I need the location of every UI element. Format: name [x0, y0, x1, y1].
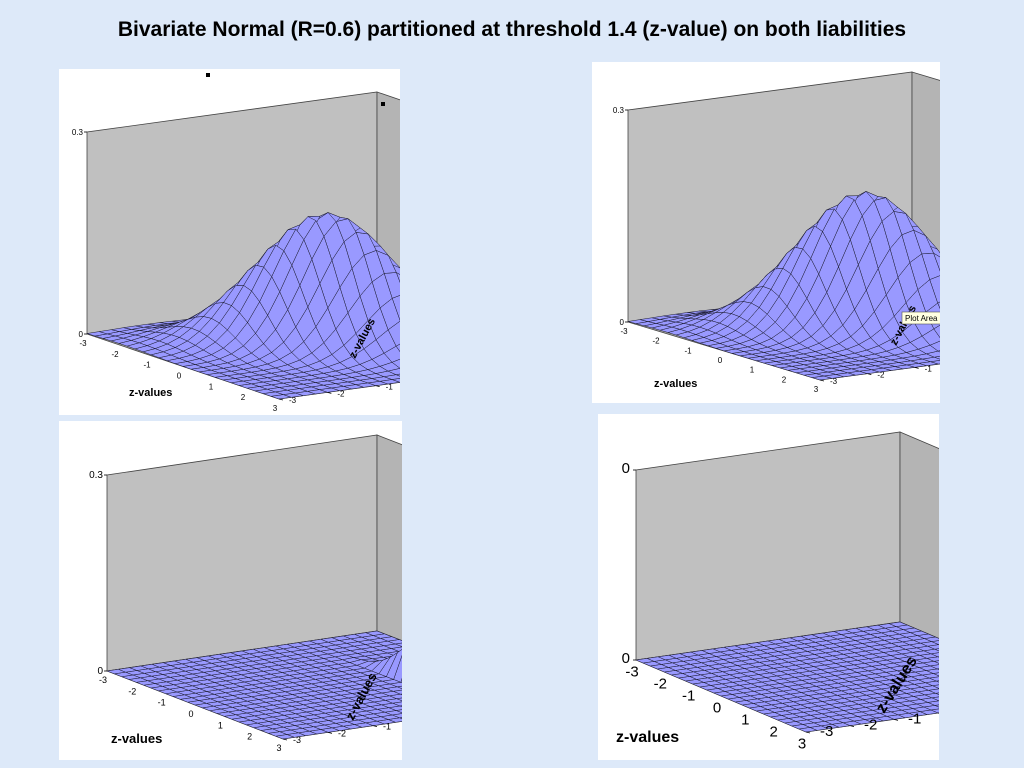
x-tick-label: 0	[713, 700, 721, 717]
z-tick-label: 0	[622, 460, 630, 477]
y-tick-label: -2	[864, 717, 877, 734]
x-tick-label: -1	[143, 361, 151, 370]
y-tick-mark	[819, 379, 825, 382]
back-wall-right	[899, 431, 939, 639]
slide-title: Bivariate Normal (R=0.6) partitioned at …	[117, 18, 907, 41]
z-tick-label: 0.3	[613, 106, 625, 115]
x-tick-label: -1	[158, 698, 166, 708]
x-tick-label: -2	[111, 350, 119, 359]
y-tick-mark	[805, 731, 811, 734]
x-tick-label: -2	[654, 676, 667, 693]
x-tick-label: 2	[769, 724, 777, 741]
z-tick-label: 0	[79, 330, 84, 339]
x-tick-label: -3	[99, 675, 107, 685]
y-tick-label: -2	[338, 728, 346, 738]
x-tick-label: 2	[241, 393, 246, 402]
x-axis-title: z-values	[129, 387, 172, 399]
y-tick-label: -3	[289, 396, 297, 405]
y-tick-label: -3	[293, 735, 301, 745]
x-tick-label: -3	[620, 327, 628, 336]
selection-handle	[206, 73, 210, 77]
y-tick-mark	[278, 398, 284, 401]
x-axis-title: z-values	[654, 378, 697, 390]
x-tick-label: 3	[276, 743, 281, 753]
z-tick-label: 0	[97, 666, 103, 677]
svg-text:Plot Area: Plot Area	[905, 314, 938, 323]
selection-handle	[381, 102, 385, 106]
surface-mesh	[106, 630, 402, 740]
y-tick-label: -1	[908, 710, 921, 727]
x-tick-label: 1	[218, 720, 223, 730]
y-tick-mark	[867, 373, 872, 376]
x-tick-label: -2	[652, 337, 660, 346]
z-tick-label: 0.3	[72, 128, 84, 137]
x-tick-label: 1	[741, 712, 749, 729]
y-tick-mark	[914, 366, 919, 369]
y-tick-label: -1	[925, 364, 933, 373]
z-tick-label: 0	[620, 318, 625, 327]
chart-panel-truncated-one[interactable]: 00.3-3-2-10123-3-2-10123z-valuesz-values…	[592, 62, 940, 403]
x-tick-label: 0	[177, 372, 182, 381]
plot-area-tooltip: Plot Area	[901, 311, 940, 325]
y-tick-label: -3	[830, 377, 838, 386]
surface-cell	[86, 331, 108, 337]
back-wall-right	[376, 434, 402, 642]
x-axis-title: z-values	[111, 731, 162, 746]
x-tick-label: 1	[209, 382, 214, 391]
back-wall-left	[106, 434, 378, 672]
y-tick-mark	[849, 725, 855, 728]
surface-mesh	[627, 191, 940, 381]
y-tick-label: -1	[383, 722, 391, 732]
y-tick-mark	[893, 718, 899, 721]
surface-chart: 00.3-3-2-10123-3-2-10123z-valuesz-values…	[613, 71, 940, 394]
back-wall-left	[635, 431, 901, 661]
y-tick-mark	[327, 391, 332, 394]
y-tick-label: -1	[386, 383, 394, 392]
y-tick-mark	[282, 738, 288, 741]
x-tick-label: 0	[718, 356, 723, 365]
y-tick-label: -2	[337, 389, 345, 398]
x-tick-label: 0	[188, 709, 193, 719]
x-tick-label: -1	[682, 688, 695, 705]
y-tick-mark	[372, 725, 378, 728]
x-tick-label: 3	[798, 736, 806, 753]
y-tick-mark	[937, 712, 939, 714]
y-tick-label: -2	[877, 371, 885, 380]
z-tick-label: 0.3	[89, 470, 103, 481]
x-tick-label: -2	[128, 686, 136, 696]
x-tick-label: -3	[79, 339, 87, 348]
surface-cell	[627, 319, 649, 324]
y-tick-mark	[327, 731, 333, 734]
y-tick-mark	[375, 385, 380, 388]
surface-mesh	[86, 212, 400, 400]
surface-mesh	[635, 621, 939, 733]
z-tick-label: 0	[622, 650, 630, 667]
surface-cell	[106, 669, 126, 675]
x-axis-title: z-values	[616, 729, 679, 746]
x-tick-label: 2	[247, 732, 252, 742]
x-tick-label: 3	[273, 404, 278, 413]
x-tick-label: -1	[684, 346, 692, 355]
surface-cell	[635, 658, 655, 664]
x-tick-label: 2	[782, 375, 787, 384]
x-tick-label: -3	[625, 664, 638, 681]
y-tick-label: -3	[820, 723, 833, 740]
x-tick-label: 3	[814, 385, 819, 394]
x-tick-label: 1	[750, 366, 755, 375]
